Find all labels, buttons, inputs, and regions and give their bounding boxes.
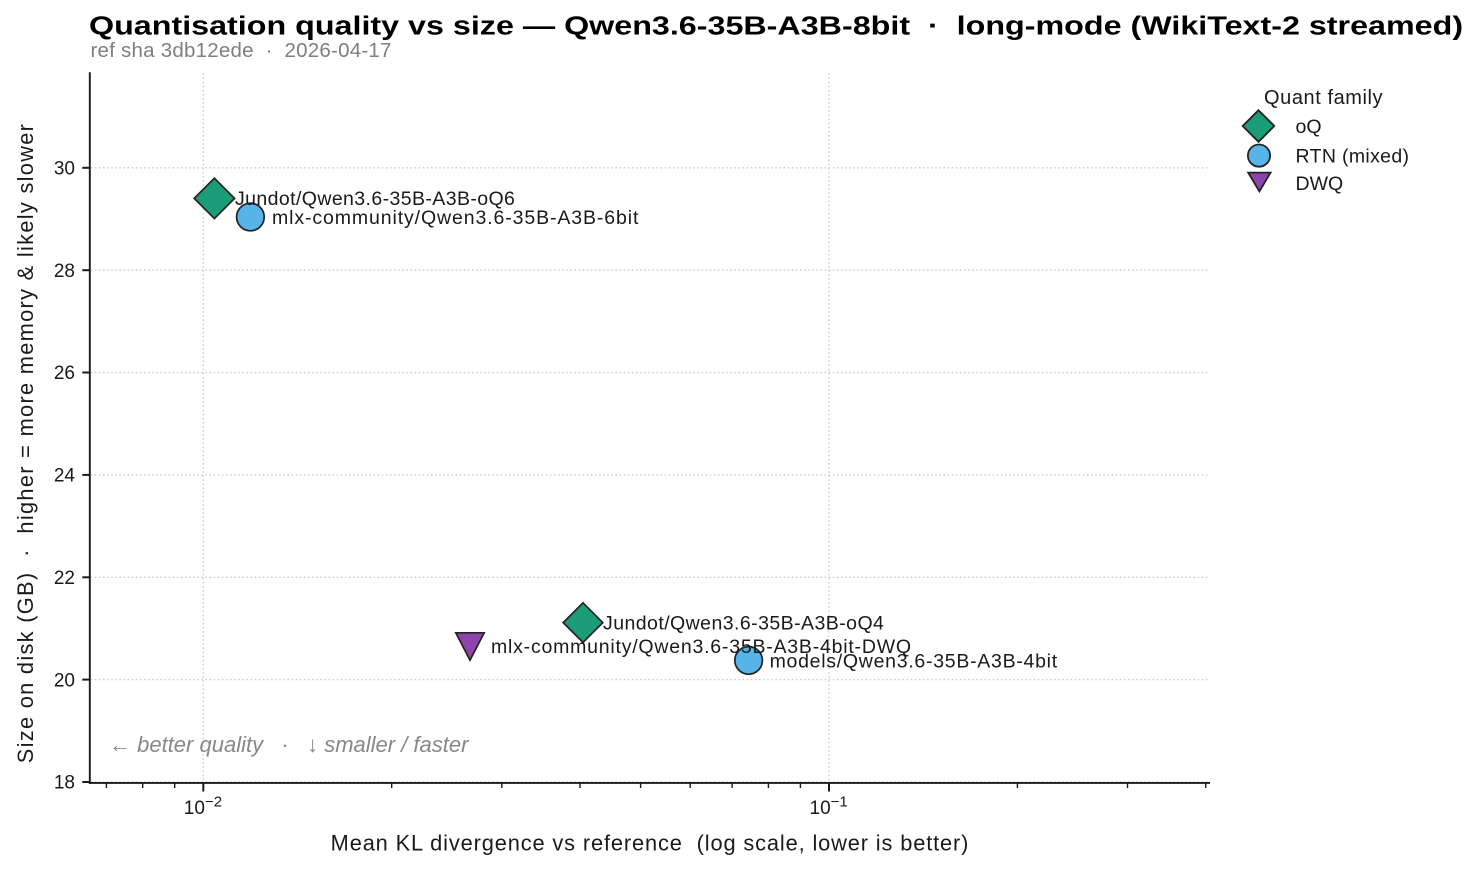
svg-text:mlx-community/Qwen3.6-35B-A3B-: mlx-community/Qwen3.6-35B-A3B-6bit [272,207,639,229]
svg-text:mlx-community/Qwen3.6-35B-A3B-: mlx-community/Qwen3.6-35B-A3B-4bit-DWQ [491,636,912,658]
svg-text:Quantisation quality vs size —: Quantisation quality vs size — Qwen3.6-3… [89,11,1463,40]
svg-text:28: 28 [54,261,75,282]
svg-text:22: 22 [54,568,75,589]
svg-text:Jundot/Qwen3.6-35B-A3B-oQ4: Jundot/Qwen3.6-35B-A3B-oQ4 [603,613,884,635]
svg-text:models/Qwen3.6-35B-A3B-4bit: models/Qwen3.6-35B-A3B-4bit [770,650,1058,672]
svg-text:30: 30 [54,159,75,180]
svg-text:Jundot/Qwen3.6-35B-A3B-oQ6: Jundot/Qwen3.6-35B-A3B-oQ6 [235,188,515,210]
svg-text:ref sha 3db12ede · 2026-04-1: ref sha 3db12ede · 2026-04-17 [91,39,392,62]
svg-text:10−1: 10−1 [810,794,848,820]
svg-text:26: 26 [54,363,75,384]
svg-text:Quant family: Quant family [1264,87,1383,109]
svg-text:Mean KL divergence vs referenc: Mean KL divergence vs reference (log sca… [331,831,970,856]
svg-text:oQ: oQ [1296,116,1322,138]
svg-text:← better quality · ↓ small: ← better quality · ↓ smaller / faster [109,732,470,757]
svg-text:RTN (mixed): RTN (mixed) [1296,146,1410,168]
svg-text:DWQ: DWQ [1296,173,1344,195]
svg-text:Size on disk (GB) · higher =: Size on disk (GB) · higher = more memory… [13,123,38,763]
svg-text:18: 18 [54,773,75,794]
svg-text:20: 20 [54,670,75,691]
svg-text:24: 24 [54,466,76,487]
